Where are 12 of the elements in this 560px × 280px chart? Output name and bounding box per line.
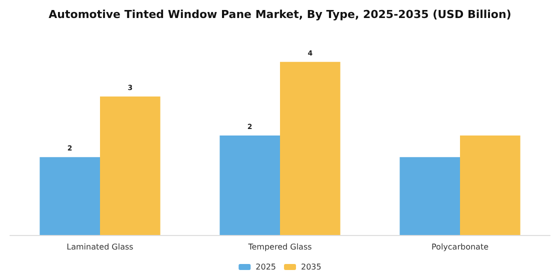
chart-title: Automotive Tinted Window Pane Market, By Type, 2025-2035 (USD Billion) <box>48 8 512 21</box>
bar <box>220 135 280 235</box>
legend-label: 2025 <box>256 262 276 272</box>
bar <box>280 62 340 235</box>
x-tick-label: Polycarbonate <box>432 242 489 252</box>
x-tick-label: Tempered Glass <box>247 242 312 252</box>
legend-label: 2035 <box>301 262 322 272</box>
x-tick-label: Laminated Glass <box>66 242 134 252</box>
bar <box>100 96 160 235</box>
bar <box>40 157 100 235</box>
bar <box>460 135 520 235</box>
bar <box>400 157 460 235</box>
